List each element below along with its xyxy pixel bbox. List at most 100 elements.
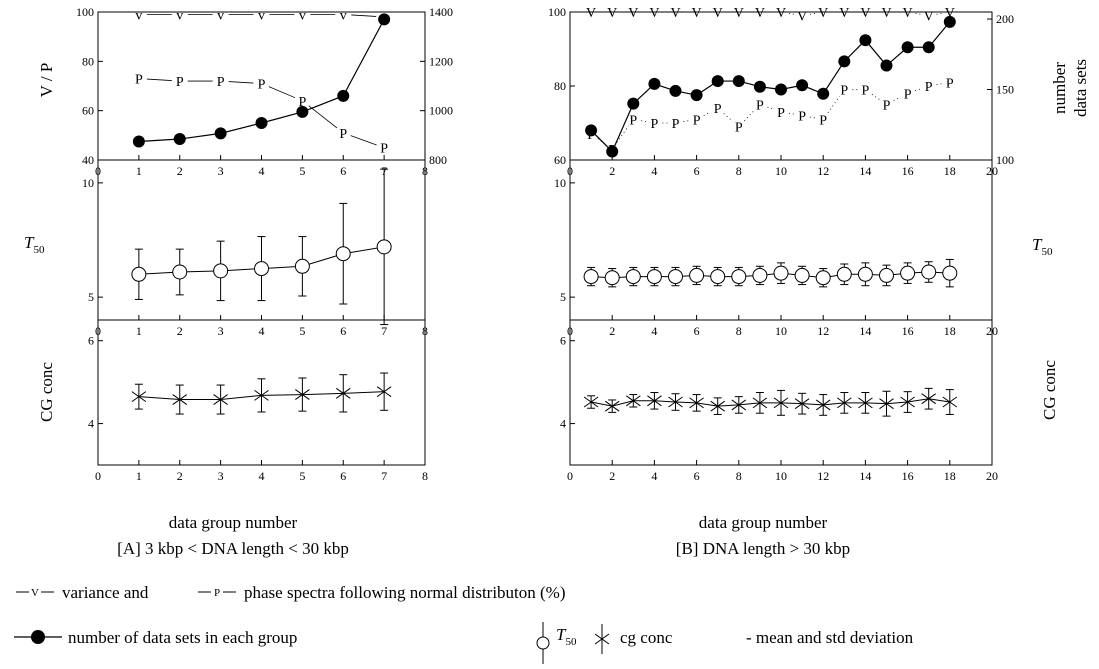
chart-b-xlabel: data group number xyxy=(699,513,828,532)
chart-b-y-tick-label: 10 xyxy=(554,176,566,190)
chart-b-t50-point xyxy=(646,269,662,285)
chart-a-t50-point xyxy=(213,263,229,279)
chart-b-t50-point xyxy=(773,265,789,281)
chart-b-cg-point xyxy=(858,397,873,409)
chart-b-cg-point xyxy=(815,399,831,411)
chart-a-xlabel: data group number xyxy=(169,513,298,532)
chart-b-bottom-ylabel: CG conc xyxy=(1040,360,1059,420)
chart-a-series-p: P P P P P P P xyxy=(135,73,388,157)
legend-t50-label: T50 xyxy=(556,625,577,648)
chart-b-x-tick-label: 12 xyxy=(817,164,829,178)
chart-b-t50-point xyxy=(583,269,599,285)
chart-a-middle-ylabel: T50 xyxy=(24,233,45,256)
chart-a-x-tick-label: 5 xyxy=(299,469,305,483)
chart-b-p-marker: P xyxy=(883,99,891,114)
chart-b-p-marker: P xyxy=(629,113,637,128)
chart-a-x-tick-label: 3 xyxy=(218,164,224,178)
chart-b-cg-point xyxy=(604,400,620,412)
chart-b-x-tick-label: 16 xyxy=(902,324,914,338)
chart-b-p-marker: P xyxy=(777,106,785,121)
chart-a-y-tick-label: 80 xyxy=(82,54,94,68)
chart-a-bottom-ylabel: CG conc xyxy=(37,362,56,422)
chart-a-v-marker: v xyxy=(340,8,347,23)
chart-b-x-tick-label: 10 xyxy=(775,164,787,178)
chart-a: 406080100800100012001400012345678vvvvvvv… xyxy=(76,5,453,483)
chart-a-x-tick-label: 3 xyxy=(218,324,224,338)
chart-b-v-marker: V xyxy=(607,6,617,21)
chart-b-cg-point xyxy=(942,396,958,408)
chart-b-panel-frame xyxy=(569,159,993,321)
chart-b-t50-point xyxy=(815,270,831,286)
chart-a-x-tick-label: 4 xyxy=(259,469,265,483)
chart-b-p-segment xyxy=(683,120,689,123)
chart-b-cg-point xyxy=(752,397,768,409)
chart-b-count-point xyxy=(669,84,682,97)
chart-a-p-marker: P xyxy=(258,78,266,93)
chart-b-x-tick-label: 8 xyxy=(736,469,742,483)
chart-b-x-tick-label: 12 xyxy=(817,324,829,338)
chart-b-cg-point xyxy=(794,398,810,410)
chart-a-v-marker: v xyxy=(217,8,224,23)
chart-a-caption: [A] 3 kbp < DNA length < 30 kbp xyxy=(117,539,349,558)
chart-b-p-marker: P xyxy=(756,99,764,114)
chart-b-p-segment xyxy=(915,88,922,92)
chart-b-cg-point xyxy=(583,396,599,408)
chart-b-t50-point xyxy=(942,265,958,281)
chart-a-cg-point xyxy=(213,394,228,405)
chart-b-p-marker: P xyxy=(819,113,827,128)
chart-b-y-tick-label: 80 xyxy=(554,79,566,93)
chart-b-x-tick-label: 14 xyxy=(859,324,871,338)
chart-a-v-segment xyxy=(351,14,377,17)
chart-b-cg-point xyxy=(626,395,641,407)
chart-a-y2-tick-label: 1400 xyxy=(429,5,453,19)
chart-a-p-marker: P xyxy=(217,75,225,90)
chart-a-panel-bottom: 4 6 0 1 2 3 4 5 6 7 8 xyxy=(88,319,428,483)
chart-b-t50-line xyxy=(591,271,950,279)
legend-mean-std: - mean and std deviation xyxy=(746,628,914,647)
chart-b-p-marker: P xyxy=(862,84,870,99)
chart-a-t50-point xyxy=(294,258,310,274)
chart-a-y-tick-label: 100 xyxy=(76,5,94,19)
chart-b-series-number-of-data-sets xyxy=(585,15,956,158)
chart-b-count-point xyxy=(753,80,766,93)
chart-b-t50-point xyxy=(794,267,810,283)
chart-a-top-ylabel: V / P xyxy=(37,63,56,98)
chart-a-v-marker: v xyxy=(299,8,306,23)
chart-a-y-tick-label: 6 xyxy=(88,334,94,348)
chart-a-series-number-of-data-sets xyxy=(132,13,391,148)
chart-b-t50-point xyxy=(900,265,916,281)
chart-b-v-marker: V xyxy=(945,6,955,21)
chart-b-middle-ylabel: T50 xyxy=(1032,235,1053,258)
chart-a-x-tick-label: 4 xyxy=(259,324,265,338)
chart-a-cg-point xyxy=(254,389,269,401)
chart-b-x-tick-label: 6 xyxy=(694,164,700,178)
chart-b-v-marker: V xyxy=(881,6,891,21)
chart-b-count-point xyxy=(943,15,956,28)
chart-b-p-marker: P xyxy=(798,110,806,125)
chart-b-count-point xyxy=(606,145,619,158)
chart-b-v-marker: V xyxy=(818,6,828,21)
chart-b-p-segment xyxy=(641,120,647,123)
chart-b-v-marker: V xyxy=(649,6,659,21)
chart-a-v-marker: v xyxy=(135,8,142,23)
chart-b-y2-tick-label: 100 xyxy=(996,153,1014,167)
chart-a-x-tick-label: 0 xyxy=(95,469,101,483)
chart-a-v-marker: v xyxy=(176,8,183,23)
legend-p-sample: P xyxy=(198,586,236,599)
chart-b-v-marker: V xyxy=(797,10,807,25)
chart-b-v-marker: V xyxy=(713,6,723,21)
chart-a-p-segment xyxy=(268,86,296,99)
chart-b-count-point xyxy=(711,75,724,88)
chart-a-p-marker: P xyxy=(380,142,388,157)
chart-a-series-v: vvvvvvv xyxy=(135,8,387,25)
chart-b-cg-point xyxy=(668,396,683,408)
chart-b-v-marker: V xyxy=(924,10,934,25)
chart-b-cg-line xyxy=(591,398,950,407)
chart-a-cg-point xyxy=(295,389,310,400)
chart-a-cg-point xyxy=(131,391,147,403)
legend: V variance and P phase spectra following… xyxy=(14,583,914,664)
chart-b-v-marker: V xyxy=(670,6,680,21)
